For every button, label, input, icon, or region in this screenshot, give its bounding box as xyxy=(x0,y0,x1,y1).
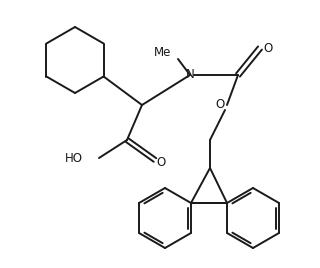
Text: N: N xyxy=(186,69,194,81)
Text: HO: HO xyxy=(65,151,83,165)
Text: O: O xyxy=(156,155,166,169)
Text: Me: Me xyxy=(154,47,171,59)
Text: O: O xyxy=(263,42,273,54)
Text: O: O xyxy=(215,99,225,111)
